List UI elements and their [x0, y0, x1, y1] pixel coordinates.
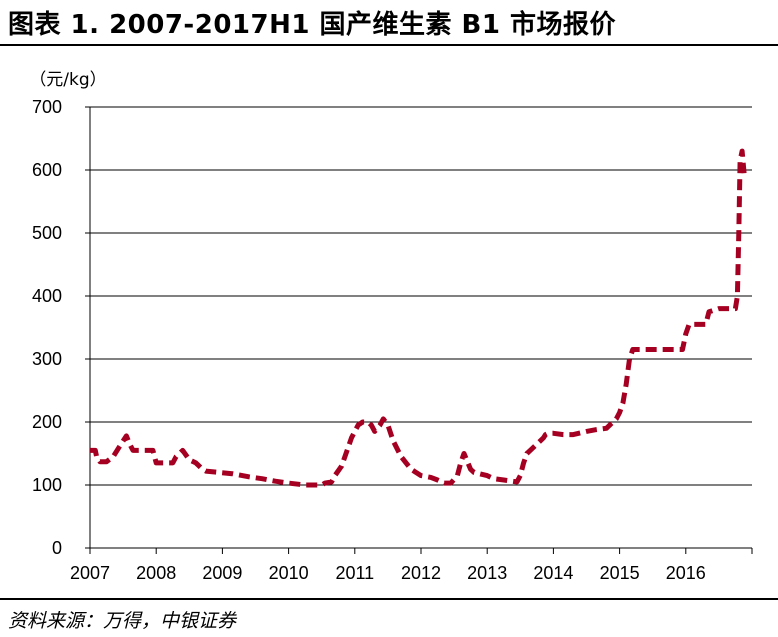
x-tick-label: 2011 [335, 563, 374, 583]
y-tick-label: 300 [32, 349, 62, 369]
y-tick-label: 200 [32, 412, 62, 432]
x-tick-label: 2008 [136, 563, 176, 583]
x-axis-ticks: 2007 2008 2009 2010 2011 2012 2013 2014 2015 2016 [70, 548, 753, 583]
x-tick-label: 2009 [202, 563, 242, 583]
y-axis-unit-label: （元/kg） [29, 70, 106, 90]
x-tick-label: 2014 [533, 563, 573, 583]
title-rule [0, 44, 778, 46]
gridlines [90, 106, 752, 486]
x-tick-label: 2016 [666, 563, 706, 583]
source-rule [0, 598, 778, 600]
y-tick-label: 100 [32, 475, 62, 495]
x-tick-label: 2013 [467, 563, 507, 583]
x-tick-label: 2012 [401, 563, 441, 583]
axes [89, 107, 752, 549]
y-tick-label: 400 [32, 286, 62, 306]
y-tick-label: 0 [52, 538, 62, 558]
source-note: 资料来源：万得，中银证券 [8, 610, 237, 632]
y-axis-ticks: 0 100 200 300 400 500 600 700 [32, 97, 90, 558]
y-tick-label: 700 [32, 97, 62, 117]
x-tick-label: 2010 [269, 563, 309, 583]
x-tick-label: 2007 [70, 563, 110, 583]
y-tick-label: 500 [32, 223, 62, 243]
x-tick-label: 2015 [600, 563, 640, 583]
chart-title: 图表 1. 2007-2017H1 国产维生素 B1 市场报价 [8, 10, 617, 40]
y-tick-label: 600 [32, 160, 62, 180]
price-series-line [90, 148, 747, 488]
